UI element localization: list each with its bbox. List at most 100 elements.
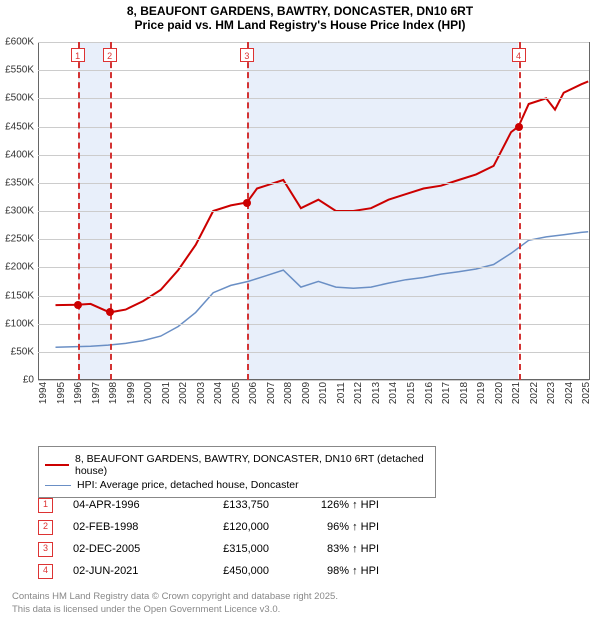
gridline (38, 127, 589, 128)
x-tick-label: 1996 (73, 382, 84, 404)
gridline (38, 267, 589, 268)
chart-area: £0£50K£100K£150K£200K£250K£300K£350K£400… (38, 42, 590, 412)
x-tick-label: 2024 (564, 382, 575, 404)
x-tick-label: 2021 (511, 382, 522, 404)
x-tick-label: 2015 (406, 382, 417, 404)
sale-pct: 126% ↑ HPI (289, 499, 379, 511)
x-tick-label: 2023 (546, 382, 557, 404)
x-tick-label: 2001 (161, 382, 172, 404)
legend-label: 8, BEAUFONT GARDENS, BAWTRY, DONCASTER, … (75, 453, 429, 477)
x-tick-label: 2018 (459, 382, 470, 404)
gridline (38, 352, 589, 353)
gridline (38, 155, 589, 156)
chart-container: 8, BEAUFONT GARDENS, BAWTRY, DONCASTER, … (0, 0, 600, 620)
sales-table: 104-APR-1996£133,750126% ↑ HPI202-FEB-19… (38, 494, 379, 582)
x-tick-label: 2009 (301, 382, 312, 404)
gridline (38, 183, 589, 184)
sale-number-box: 3 (38, 542, 53, 557)
sale-point (243, 199, 251, 207)
legend-item: HPI: Average price, detached house, Donc… (45, 479, 429, 491)
table-row: 402-JUN-2021£450,00098% ↑ HPI (38, 560, 379, 582)
legend-swatch (45, 464, 69, 466)
series-line (56, 81, 589, 312)
sale-marker-line (110, 42, 112, 380)
x-tick-label: 2000 (143, 382, 154, 404)
legend: 8, BEAUFONT GARDENS, BAWTRY, DONCASTER, … (38, 446, 436, 498)
sale-price: £120,000 (189, 521, 269, 533)
sale-price: £450,000 (189, 565, 269, 577)
x-tick-label: 1997 (91, 382, 102, 404)
x-tick-label: 1999 (126, 382, 137, 404)
y-tick-label: £500K (0, 93, 34, 104)
legend-label: HPI: Average price, detached house, Donc… (77, 479, 299, 491)
gridline (38, 98, 589, 99)
chart-title-address: 8, BEAUFONT GARDENS, BAWTRY, DONCASTER, … (0, 4, 600, 18)
x-tick-label: 2004 (213, 382, 224, 404)
gridline (38, 380, 589, 381)
x-tick-label: 2003 (196, 382, 207, 404)
y-tick-label: £450K (0, 121, 34, 132)
footer-attribution: Contains HM Land Registry data © Crown c… (12, 591, 338, 616)
y-tick-label: £400K (0, 149, 34, 160)
x-tick-label: 2020 (494, 382, 505, 404)
x-tick-label: 1995 (56, 382, 67, 404)
gridline (38, 239, 589, 240)
x-tick-label: 2019 (476, 382, 487, 404)
y-tick-label: £200K (0, 262, 34, 273)
x-tick-label: 2017 (441, 382, 452, 404)
x-tick-label: 2008 (283, 382, 294, 404)
x-tick-label: 1994 (38, 382, 49, 404)
table-row: 2 02-FEB-1998 £120,000 96% ↑ HPI (38, 516, 379, 538)
x-tick-label: 2013 (371, 382, 382, 404)
sale-price: £315,000 (189, 543, 269, 555)
x-tick-label: 2022 (529, 382, 540, 404)
x-tick-label: 2016 (424, 382, 435, 404)
table-row: 3 02-DEC-2005 £315,000 83% ↑ HPI (38, 538, 379, 560)
sale-marker-label: 3 (240, 48, 254, 62)
sale-date: 04-APR-1996 (73, 499, 169, 511)
plot-region: £0£50K£100K£150K£200K£250K£300K£350K£400… (38, 42, 590, 380)
y-tick-label: £550K (0, 65, 34, 76)
gridline (38, 70, 589, 71)
sale-date: 02-FEB-1998 (73, 521, 169, 533)
legend-item: 8, BEAUFONT GARDENS, BAWTRY, DONCASTER, … (45, 453, 429, 477)
sale-point (515, 123, 523, 131)
y-tick-label: £50K (0, 346, 34, 357)
x-tick-label: 1998 (108, 382, 119, 404)
x-tick-label: 2007 (266, 382, 277, 404)
sale-marker-line (247, 42, 249, 380)
series-line (56, 232, 589, 347)
sale-point (74, 301, 82, 309)
chart-title-subtitle: Price paid vs. HM Land Registry's House … (0, 18, 600, 32)
y-tick-label: £600K (0, 37, 34, 48)
y-tick-label: £100K (0, 318, 34, 329)
sale-date: 02-JUN-2021 (73, 565, 169, 577)
table-row: 104-APR-1996£133,750126% ↑ HPI (38, 494, 379, 516)
sale-marker-label: 4 (512, 48, 526, 62)
gridline (38, 42, 589, 43)
y-tick-label: £150K (0, 290, 34, 301)
x-tick-label: 2012 (353, 382, 364, 404)
title-block: 8, BEAUFONT GARDENS, BAWTRY, DONCASTER, … (0, 0, 600, 34)
sale-marker-label: 1 (71, 48, 85, 62)
sale-pct: 83% ↑ HPI (289, 543, 379, 555)
sale-pct: 98% ↑ HPI (289, 565, 379, 577)
y-tick-label: £0 (0, 375, 34, 386)
gridline (38, 296, 589, 297)
sale-number-box: 2 (38, 520, 53, 535)
y-tick-label: £300K (0, 206, 34, 217)
sale-pct: 96% ↑ HPI (289, 521, 379, 533)
footer-line1: Contains HM Land Registry data © Crown c… (12, 591, 338, 602)
sale-number-box: 1 (38, 498, 53, 513)
sale-marker-line (519, 42, 521, 380)
y-tick-label: £350K (0, 177, 34, 188)
footer-line2: This data is licensed under the Open Gov… (12, 604, 280, 615)
sale-marker-label: 2 (103, 48, 117, 62)
sale-date: 02-DEC-2005 (73, 543, 169, 555)
legend-swatch (45, 485, 71, 486)
sale-marker-line (78, 42, 80, 380)
x-tick-label: 2025 (581, 382, 592, 404)
x-tick-label: 2010 (318, 382, 329, 404)
gridline (38, 324, 589, 325)
x-tick-label: 2011 (336, 382, 347, 404)
